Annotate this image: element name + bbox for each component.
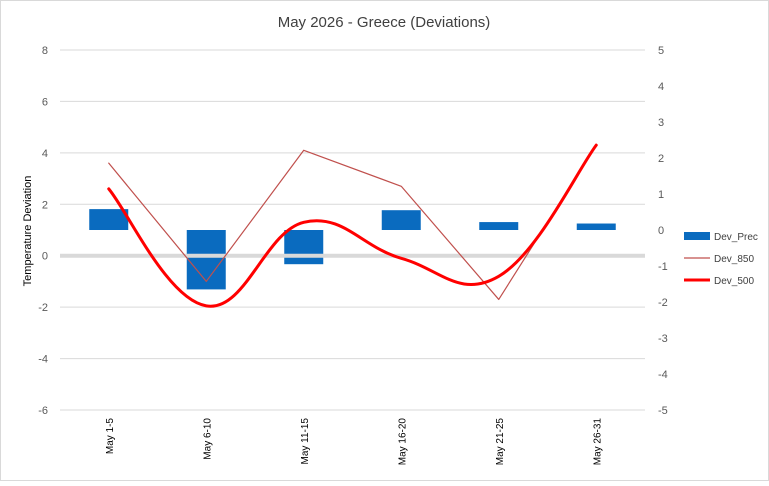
legend-swatch <box>684 232 710 240</box>
y2-tick-label: 4 <box>658 81 664 93</box>
legend: Dev_Prec Dev_850 Dev_500 <box>684 232 758 287</box>
y2-tick-label: -3 <box>658 333 668 345</box>
y2-tick-label: 0 <box>658 225 664 237</box>
x-tick-label: May 6-10 <box>202 418 213 460</box>
legend-label: Dev_500 <box>714 276 754 287</box>
y-axis-label: Temperature Deviation <box>22 176 34 287</box>
y2-tick-label: -4 <box>658 369 668 381</box>
y-tick-label: -2 <box>38 302 48 314</box>
line-series <box>107 143 598 308</box>
line-Dev_850 <box>108 144 597 301</box>
y-tick-label: 8 <box>42 45 48 57</box>
y-tick-label: 0 <box>42 251 48 263</box>
bar-Dev_Prec <box>381 210 421 230</box>
gridlines <box>60 49 645 411</box>
line-Dev_500 <box>107 143 598 308</box>
y2-tick-label: 1 <box>658 189 664 201</box>
y-tick-label: -4 <box>38 354 48 366</box>
x-tick-label: May 1-5 <box>105 418 116 455</box>
y2-axis-ticks: 5 4 3 2 1 0 -1 -2 -3 -4 -5 <box>658 45 668 417</box>
bar-Dev_Prec <box>576 223 616 230</box>
y2-tick-label: 3 <box>658 117 664 129</box>
y-axis-ticks: 8 6 4 2 0 -2 -4 -6 <box>38 45 48 417</box>
bar-Dev_Prec <box>89 209 129 230</box>
x-axis-ticks: May 1-5 May 6-10 May 11-15 May 16-20 May 21-… <box>105 418 604 466</box>
x-tick-label: May 11-15 <box>300 418 311 465</box>
y2-tick-label: -1 <box>658 261 668 273</box>
bar-Dev_Prec <box>186 230 226 290</box>
x-tick-label: May 21-25 <box>495 418 506 466</box>
y2-tick-label: 2 <box>658 153 664 165</box>
y2-tick-label: 5 <box>658 45 664 57</box>
legend-label: Dev_850 <box>714 254 754 265</box>
y-tick-label: 6 <box>42 96 48 108</box>
y-tick-label: 4 <box>42 148 48 160</box>
x-tick-label: May 16-20 <box>397 418 408 466</box>
y-tick-label: 2 <box>42 199 48 211</box>
chart-title: May 2026 - Greece (Deviations) <box>278 14 491 31</box>
y2-tick-label: -2 <box>658 297 668 309</box>
legend-label: Dev_Prec <box>714 232 758 243</box>
x-tick-label: May 26-31 <box>592 418 603 466</box>
y-tick-label: -6 <box>38 405 48 417</box>
bar-Dev_Prec <box>284 230 324 265</box>
bar-Dev_Prec <box>479 222 519 230</box>
bar-series <box>89 209 616 290</box>
y2-tick-label: -5 <box>658 405 668 417</box>
